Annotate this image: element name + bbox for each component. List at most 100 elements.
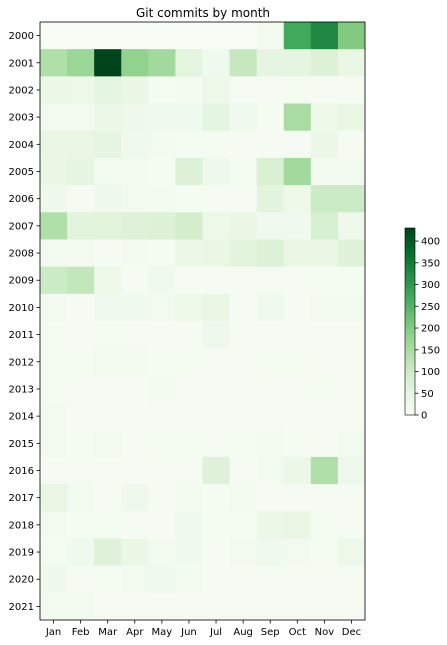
heatmap-cell-2018-jul bbox=[202, 511, 230, 539]
y-tick-label-2015: 2015 bbox=[9, 439, 34, 450]
heatmap-cell-2010-jan bbox=[40, 293, 68, 322]
heatmap-cell-2000-mar bbox=[94, 22, 122, 50]
heatmap-cell-2002-mar bbox=[94, 76, 122, 104]
heatmap-cell-2000-sep bbox=[256, 22, 285, 50]
colorbar-tick-label-150: 150 bbox=[421, 345, 440, 356]
heatmap-cell-2012-jun bbox=[175, 348, 203, 376]
heatmap-cell-2009-jan bbox=[40, 266, 68, 295]
heatmap-cell-2007-oct bbox=[283, 212, 312, 240]
heatmap-cell-2003-jun bbox=[175, 103, 203, 132]
heatmap-cell-2009-apr bbox=[121, 266, 149, 295]
heatmap-cell-2012-may bbox=[148, 348, 176, 376]
heatmap-cell-2010-may bbox=[148, 293, 176, 322]
heatmap-cell-2002-feb bbox=[67, 76, 95, 104]
heatmap-cell-2016-jul bbox=[202, 456, 230, 485]
heatmap-cell-2006-mar bbox=[94, 185, 122, 213]
heatmap-cell-2005-oct bbox=[283, 157, 312, 186]
heatmap-cell-2009-jun bbox=[175, 266, 203, 295]
heatmap-cell-2018-nov bbox=[310, 511, 339, 539]
heatmap-cell-2020-may bbox=[148, 565, 176, 594]
heatmap-cell-2020-mar bbox=[94, 565, 122, 594]
heatmap-cell-2005-aug bbox=[229, 157, 258, 186]
heatmap-cell-2012-apr bbox=[121, 348, 149, 376]
heatmap-cell-2015-aug bbox=[229, 429, 258, 458]
heatmap-cell-2014-sep bbox=[256, 402, 285, 431]
heatmap-cell-2018-mar bbox=[94, 511, 122, 539]
heatmap-cell-2008-aug bbox=[229, 239, 258, 268]
heatmap-cell-2016-jun bbox=[175, 456, 203, 485]
heatmap-cell-2007-jan bbox=[40, 212, 68, 240]
heatmap-cell-2017-jan bbox=[40, 484, 68, 512]
heatmap-cell-2011-may bbox=[148, 321, 176, 349]
colorbar-tick-label-250: 250 bbox=[421, 302, 440, 313]
heatmap-cell-2018-apr bbox=[121, 511, 149, 539]
heatmap-cell-2019-sep bbox=[256, 538, 285, 567]
colorbar: 0 50 100 150 200 250 300 350 400 bbox=[404, 227, 440, 422]
heatmap-cell-2019-oct bbox=[283, 538, 312, 567]
heatmap-cell-2009-oct bbox=[283, 266, 312, 295]
heatmap-cell-2011-apr bbox=[121, 321, 149, 349]
colorbar-tick-label-0: 0 bbox=[421, 411, 427, 422]
colorbar-tick-label-100: 100 bbox=[421, 367, 440, 378]
heatmap-cell-2008-jul bbox=[202, 239, 230, 268]
heatmap-cell-2007-apr bbox=[121, 212, 149, 240]
heatmap-cell-2021-sep bbox=[256, 592, 285, 621]
x-axis-ticks: Jan Feb Mar Apr May Jun Jul Aug Sep Oct Nov Dec bbox=[45, 620, 361, 638]
heatmap-cell-2007-mar bbox=[94, 212, 122, 240]
heatmap-cell-2001-jan bbox=[40, 49, 68, 77]
heatmap-cell-2000-may bbox=[148, 22, 176, 50]
heatmap-cell-2003-aug bbox=[229, 103, 258, 132]
heatmap-cell-2003-apr bbox=[121, 103, 149, 132]
heatmap-cell-2014-jan bbox=[40, 402, 68, 431]
heatmap-cell-2019-may bbox=[148, 538, 176, 567]
heatmap-cell-2017-jul bbox=[202, 484, 230, 512]
heatmap-cell-2020-nov bbox=[310, 565, 339, 594]
heatmap-cell-2014-mar bbox=[94, 402, 122, 431]
heatmap-cell-2001-jul bbox=[202, 49, 230, 77]
heatmap-cell-2003-dec bbox=[337, 103, 366, 132]
heatmap-cell-2006-sep bbox=[256, 185, 285, 213]
heatmap-cell-2002-nov bbox=[310, 76, 339, 104]
heatmap-cell-2001-aug bbox=[229, 49, 258, 77]
heatmap-cell-2001-apr bbox=[121, 49, 149, 77]
heatmap-cell-2006-feb bbox=[67, 185, 95, 213]
heatmap-cell-2015-dec bbox=[337, 429, 366, 458]
heatmap-cell-2013-sep bbox=[256, 375, 285, 403]
heatmap-cell-2013-feb bbox=[67, 375, 95, 403]
heatmap-cell-2013-apr bbox=[121, 375, 149, 403]
heatmap-cell-2017-apr bbox=[121, 484, 149, 512]
heatmap-cell-2004-mar bbox=[94, 130, 122, 159]
heatmap-cell-2015-mar bbox=[94, 429, 122, 458]
x-tick-label-dec: Dec bbox=[342, 627, 361, 638]
heatmap-cell-2016-dec bbox=[337, 456, 366, 485]
heatmap-cell-2019-apr bbox=[121, 538, 149, 567]
heatmap-cell-2016-may bbox=[148, 456, 176, 485]
heatmap-cell-2000-feb bbox=[67, 22, 95, 50]
heatmap-cell-2017-dec bbox=[337, 484, 366, 512]
heatmap-cell-2019-jan bbox=[40, 538, 68, 567]
heatmap-cell-2016-apr bbox=[121, 456, 149, 485]
colorbar-gradient bbox=[404, 227, 416, 416]
heatmap-cell-2000-dec bbox=[337, 22, 366, 50]
heatmap-cell-2011-oct bbox=[283, 321, 312, 349]
heatmap-cell-2018-sep bbox=[256, 511, 285, 539]
y-tick-label-2004: 2004 bbox=[9, 140, 34, 151]
heatmap-cell-2020-dec bbox=[337, 565, 366, 594]
heatmap-cell-2011-jul bbox=[202, 321, 230, 349]
heatmap-cell-2002-jun bbox=[175, 76, 203, 104]
heatmap-cell-2016-mar bbox=[94, 456, 122, 485]
heatmap-cell-2012-jan bbox=[40, 348, 68, 376]
heatmap-cell-2013-may bbox=[148, 375, 176, 403]
heatmap-cell-2004-jul bbox=[202, 130, 230, 159]
heatmap-cell-2001-nov bbox=[310, 49, 339, 77]
y-tick-label-2019: 2019 bbox=[9, 548, 34, 559]
heatmap-cell-2020-aug bbox=[229, 565, 258, 594]
heatmap-cell-2008-jan bbox=[40, 239, 68, 268]
chart-title: Git commits by month bbox=[136, 6, 270, 20]
heatmap-cell-2010-nov bbox=[310, 293, 339, 322]
heatmap-cell-2008-oct bbox=[283, 239, 312, 268]
heatmap-cell-2000-jul bbox=[202, 22, 230, 50]
heatmap-cell-2001-jun bbox=[175, 49, 203, 77]
heatmap-cell-2018-jun bbox=[175, 511, 203, 539]
heatmap-cell-2007-sep bbox=[256, 212, 285, 240]
